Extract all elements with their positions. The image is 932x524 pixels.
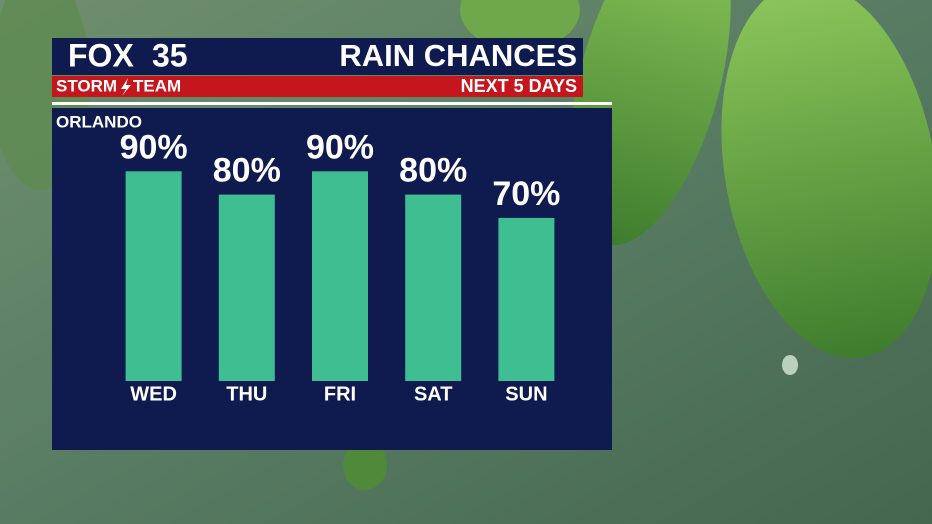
location-label: ORLANDO bbox=[56, 112, 142, 131]
droplet bbox=[782, 355, 798, 375]
logo-channel: 35 bbox=[152, 37, 188, 73]
bolt-icon bbox=[121, 78, 131, 96]
title-bar bbox=[220, 38, 583, 75]
logo-network: FOX bbox=[68, 37, 134, 73]
value-label: 90% bbox=[120, 128, 188, 166]
value-label: 90% bbox=[306, 128, 374, 166]
divider bbox=[52, 102, 612, 105]
value-label: 80% bbox=[399, 152, 467, 190]
logo-team: STORM bbox=[56, 76, 117, 95]
bar bbox=[125, 171, 182, 381]
value-label: 70% bbox=[492, 175, 560, 213]
x-tick-label: SUN bbox=[505, 383, 547, 405]
value-label: 80% bbox=[213, 152, 281, 190]
leaf bbox=[343, 440, 387, 490]
leaf bbox=[460, 0, 580, 50]
logo-team-box bbox=[52, 76, 220, 97]
leaf bbox=[721, 0, 932, 358]
subtitle-bar bbox=[220, 76, 583, 97]
chart-title: RAIN CHANCES bbox=[339, 38, 577, 73]
bar bbox=[312, 171, 368, 381]
x-tick-label: FRI bbox=[324, 383, 356, 405]
logo-box bbox=[52, 38, 220, 75]
bar bbox=[498, 217, 555, 381]
chart-subtitle: NEXT 5 DAYS bbox=[461, 76, 577, 96]
x-tick-label: WED bbox=[130, 383, 177, 405]
x-tick-label: THU bbox=[226, 383, 267, 405]
bar bbox=[405, 194, 462, 381]
logo-team: TEAM bbox=[133, 76, 181, 95]
x-tick-label: SAT bbox=[414, 383, 453, 405]
bar bbox=[218, 194, 275, 381]
